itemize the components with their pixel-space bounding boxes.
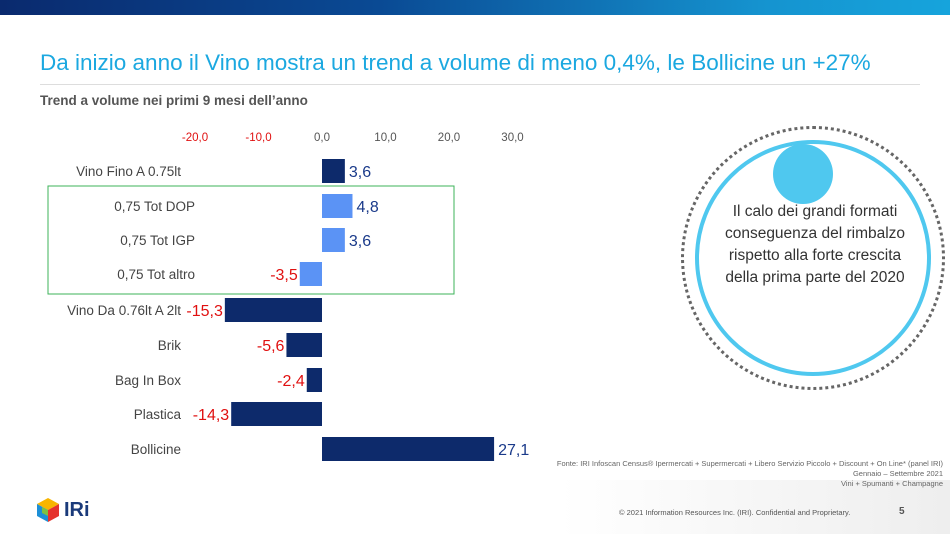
tick-label: 10,0 [374, 132, 396, 144]
data-label: 27,1 [498, 442, 529, 459]
bar [306, 368, 322, 392]
tick-label: 0,0 [314, 132, 330, 144]
category-label: Vino Da 0.76lt A 2lt [67, 303, 181, 318]
tick-label: -20,0 [182, 132, 208, 144]
data-label: 3,6 [349, 164, 371, 181]
category-label: Bag In Box [115, 373, 181, 388]
data-label: -15,3 [186, 303, 223, 320]
bar [224, 298, 322, 322]
chart-subtitle: Trend a volume nei primi 9 mesi dell’ann… [40, 93, 308, 108]
bar [322, 228, 345, 252]
bar [299, 262, 322, 286]
page-title: Da inizio anno il Vino mostra un trend a… [40, 50, 871, 75]
data-label: 3,6 [349, 233, 371, 250]
source-line: Gennaio – Settembre 2021 [852, 469, 943, 478]
cube-icon [37, 498, 59, 522]
tick-label: 30,0 [501, 132, 523, 144]
bar [322, 159, 345, 183]
category-label: 0,75 Tot DOP [114, 199, 195, 214]
source-line: Vini + Spumanti + Champagne [840, 479, 943, 488]
source-line: Fonte: IRI Infoscan Census® Ipermercati … [556, 459, 943, 468]
category-label: Vino Fino A 0.75lt [76, 164, 181, 179]
callout-text: Il calo dei grandi formati conseguenza d… [724, 203, 906, 286]
bar [322, 194, 353, 218]
tick-label: 20,0 [438, 132, 460, 144]
bar [322, 437, 495, 461]
highlight-box [47, 185, 455, 295]
category-label: Plastica [134, 407, 182, 422]
category-label: Bollicine [131, 442, 181, 457]
copyright: © 2021 Information Resources Inc. (IRI).… [619, 508, 851, 517]
data-label: -5,6 [257, 338, 285, 355]
footer-background [560, 480, 950, 534]
category-label: 0,75 Tot IGP [120, 233, 195, 248]
data-label: -3,5 [270, 267, 298, 284]
bar [286, 333, 322, 357]
data-label: -14,3 [193, 407, 230, 424]
callout-circle [681, 126, 945, 390]
logo-text: IRi [64, 498, 90, 521]
category-label: 0,75 Tot altro [117, 267, 195, 282]
source-note: Fonte: IRI Infoscan Census® Ipermercati … [557, 459, 943, 489]
divider [40, 84, 920, 85]
iri-logo: IRi [36, 497, 90, 523]
top-banner [0, 0, 950, 15]
callout-dot-icon [773, 144, 833, 204]
bar-chart: -20,0 -10,0 0,0 10,0 20,0 30,0 Vino Fino A 0.7… [47, 132, 529, 461]
category-label: Brik [158, 338, 181, 353]
data-label: -2,4 [277, 373, 305, 390]
bar [231, 402, 322, 426]
tick-label: -10,0 [245, 132, 271, 144]
page-number: 5 [899, 506, 905, 517]
data-label: 4,8 [356, 199, 378, 216]
